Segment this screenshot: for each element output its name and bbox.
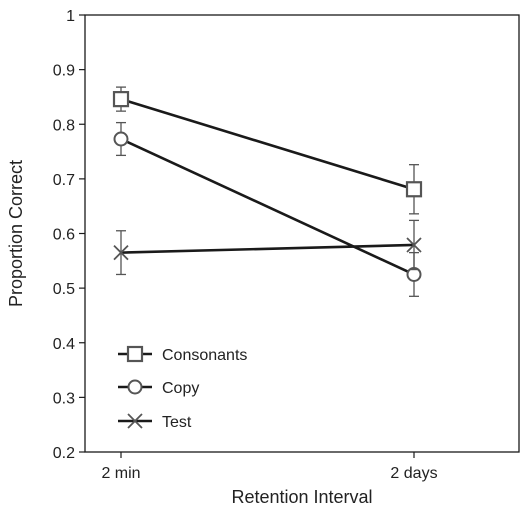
x-axis-label: Retention Interval (231, 487, 372, 507)
series-copy (113, 121, 422, 297)
consonants-point (112, 91, 130, 108)
legend-label: Copy (162, 380, 199, 397)
test-point (406, 237, 422, 253)
y-tick-label: 0.9 (53, 63, 75, 80)
test-point (113, 244, 129, 261)
y-tick-label: 1 (66, 8, 75, 25)
legend-marker-test (127, 413, 143, 429)
consonants-line (120, 97, 415, 191)
copy-point (113, 131, 129, 147)
legend-item-copy: Copy (118, 379, 199, 397)
y-tick-label: 0.2 (53, 445, 75, 462)
y-tick-label: 0.5 (53, 281, 75, 298)
marker-x-stroke (113, 244, 129, 261)
y-tick-label: 0.6 (53, 227, 75, 244)
marker-x-stroke (127, 413, 143, 429)
series-group (112, 86, 423, 297)
legend-marker-copy (127, 379, 143, 395)
legend-marker-consonants (126, 345, 144, 363)
y-axis-ticks: 0.2 0.3 0.4 0.5 0.6 0.7 0.8 0.9 1 (53, 8, 85, 462)
legend-label: Test (162, 414, 192, 431)
x-tick-label: 2 min (101, 465, 140, 482)
y-tick-label: 0.3 (53, 390, 75, 407)
legend: Consonants Copy Test (118, 345, 247, 431)
y-tick-label: 0.4 (53, 336, 75, 353)
y-axis-label: Proportion Correct (6, 160, 26, 307)
x-tick-label: 2 days (390, 465, 437, 482)
test-line (120, 243, 415, 254)
legend-label: Consonants (162, 347, 247, 364)
marker-x-stroke (406, 237, 422, 253)
copy-line (120, 137, 415, 276)
y-tick-label: 0.7 (53, 172, 75, 189)
x-axis-ticks: 2 min 2 days (101, 452, 438, 482)
legend-item-consonants: Consonants (118, 345, 247, 364)
legend-item-test: Test (118, 413, 192, 431)
series-consonants (112, 86, 423, 215)
y-tick-label: 0.8 (53, 117, 75, 134)
consonants-point (405, 181, 423, 198)
series-test (113, 219, 422, 276)
